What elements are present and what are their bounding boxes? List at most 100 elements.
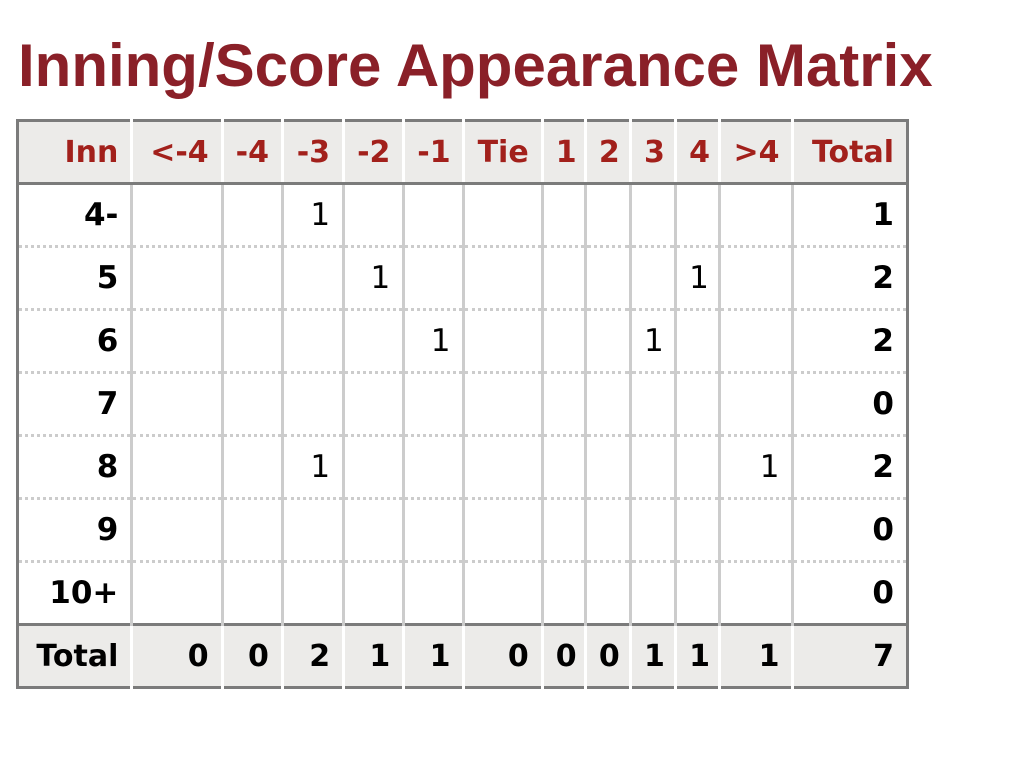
cell-value: [342, 560, 404, 625]
cell-value: [342, 371, 404, 436]
cell-value: [220, 434, 283, 499]
appearance-matrix-table: Inn <-4 -4 -3 -2 -1 Tie 1 2 3 4 >4 Total 4- 1 1 5 1 1 2 6 1 1…: [16, 119, 909, 689]
cell-value: [280, 497, 344, 562]
cell-value: [280, 308, 344, 373]
column-header: 2: [583, 120, 631, 185]
row-total: 0: [791, 497, 908, 562]
row-total: 1: [791, 183, 908, 247]
row-label: 10+: [17, 560, 132, 625]
cell-value: 1: [402, 308, 464, 373]
cell-value: [130, 560, 223, 625]
row-label: 4-: [17, 183, 132, 247]
row-total: 0: [791, 371, 908, 436]
cell-value: [583, 183, 631, 247]
row-total: 2: [791, 308, 908, 373]
cell-value: 1: [674, 245, 720, 310]
row-label: 7: [17, 371, 132, 436]
grand-total: 7: [791, 623, 908, 688]
cell-value: [280, 245, 344, 310]
cell-value: [462, 371, 543, 436]
column-total: 1: [342, 623, 404, 688]
cell-value: 1: [280, 434, 344, 499]
column-header: -1: [402, 120, 464, 185]
cell-value: [540, 245, 586, 310]
column-header-inn: Inn: [17, 120, 132, 185]
cell-value: [718, 560, 793, 625]
matrix-header: Inn <-4 -4 -3 -2 -1 Tie 1 2 3 4 >4 Total: [17, 120, 908, 185]
cell-value: [583, 371, 631, 436]
column-header: Tie: [462, 120, 543, 185]
column-total: 2: [280, 623, 344, 688]
column-header: -2: [342, 120, 404, 185]
cell-value: [583, 434, 631, 499]
column-header: >4: [718, 120, 793, 185]
cell-value: [342, 434, 404, 499]
cell-value: [628, 560, 676, 625]
cell-value: [628, 183, 676, 247]
cell-value: [674, 371, 720, 436]
table-row: 5 1 1 2: [17, 245, 908, 310]
cell-value: 1: [628, 308, 676, 373]
cell-value: [674, 183, 720, 247]
cell-value: [462, 560, 543, 625]
matrix-footer: Total 0 0 2 1 1 0 0 0 1 1 1 7: [17, 623, 908, 688]
column-total: 0: [130, 623, 223, 688]
cell-value: [540, 434, 586, 499]
row-total: 2: [791, 434, 908, 499]
cell-value: [628, 434, 676, 499]
cell-value: [402, 434, 464, 499]
cell-value: [718, 497, 793, 562]
column-header: -4: [220, 120, 283, 185]
cell-value: [220, 308, 283, 373]
cell-value: [280, 560, 344, 625]
cell-value: [220, 371, 283, 436]
cell-value: 1: [342, 245, 404, 310]
cell-value: 1: [718, 434, 793, 499]
cell-value: [718, 245, 793, 310]
matrix-body: 4- 1 1 5 1 1 2 6 1 1 2 7 0 8 1 1 2 9 0 10+ 0: [17, 183, 908, 625]
cell-value: [674, 308, 720, 373]
cell-value: [130, 434, 223, 499]
cell-value: [628, 245, 676, 310]
cell-value: [130, 245, 223, 310]
cell-value: [402, 183, 464, 247]
column-header: <-4: [130, 120, 223, 185]
cell-value: [718, 371, 793, 436]
column-total: 0: [583, 623, 631, 688]
cell-value: [540, 560, 586, 625]
cell-value: [583, 308, 631, 373]
page-title: Inning/Score Appearance Matrix: [18, 32, 933, 99]
column-header: Total: [791, 120, 908, 185]
cell-value: [462, 183, 543, 247]
cell-value: [718, 183, 793, 247]
table-row: 10+ 0: [17, 560, 908, 625]
cell-value: 1: [280, 183, 344, 247]
cell-value: [462, 497, 543, 562]
cell-value: [342, 183, 404, 247]
cell-value: [220, 183, 283, 247]
cell-value: [280, 371, 344, 436]
totals-label: Total: [17, 623, 132, 688]
cell-value: [674, 434, 720, 499]
column-total: 1: [674, 623, 720, 688]
cell-value: [402, 245, 464, 310]
cell-value: [130, 308, 223, 373]
cell-value: [402, 560, 464, 625]
totals-row: Total 0 0 2 1 1 0 0 0 1 1 1 7: [17, 623, 908, 688]
cell-value: [674, 497, 720, 562]
table-row: 4- 1 1: [17, 183, 908, 247]
column-total: 0: [540, 623, 586, 688]
column-header: 4: [674, 120, 720, 185]
cell-value: [220, 245, 283, 310]
cell-value: [130, 183, 223, 247]
matrix-header-row: Inn <-4 -4 -3 -2 -1 Tie 1 2 3 4 >4 Total: [17, 120, 908, 185]
cell-value: [583, 497, 631, 562]
column-total: 0: [462, 623, 543, 688]
cell-value: [130, 497, 223, 562]
row-total: 2: [791, 245, 908, 310]
cell-value: [540, 308, 586, 373]
cell-value: [540, 183, 586, 247]
cell-value: [342, 308, 404, 373]
